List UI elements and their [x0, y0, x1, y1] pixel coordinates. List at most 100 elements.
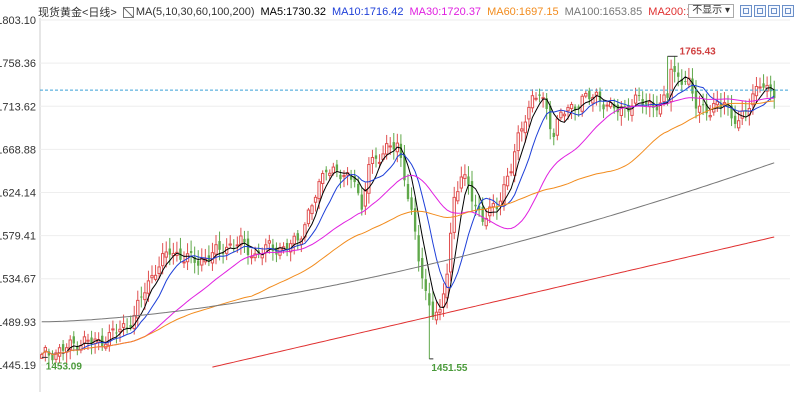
candle-body — [399, 143, 403, 158]
candle-body — [502, 184, 506, 204]
candle-body — [538, 94, 541, 96]
candle-body — [633, 94, 638, 104]
candle-body — [146, 280, 151, 294]
candle-body — [153, 274, 158, 280]
candle-body — [182, 261, 186, 264]
legend-ma5: MA5:1730.32 — [260, 6, 326, 18]
candle-body — [456, 191, 460, 202]
candle-body — [715, 101, 720, 106]
candle-body — [733, 115, 737, 124]
candle-body — [403, 154, 406, 181]
candle-body — [132, 314, 136, 330]
y-tick-label: 1489.93 — [0, 317, 36, 329]
hide-indicators-select[interactable]: 不显示 ▾ — [688, 4, 734, 18]
candle-body — [410, 197, 413, 210]
candle-body — [328, 172, 332, 176]
candle-body — [545, 98, 548, 109]
candle-body — [121, 323, 126, 328]
legend-ma30: MA30:1720.37 — [409, 6, 482, 18]
candle-body — [701, 104, 705, 106]
candle-body — [306, 209, 311, 225]
zoom-out-icon[interactable] — [754, 5, 766, 17]
candle-body — [431, 301, 435, 317]
low-label: 1451.55 — [431, 363, 468, 374]
candle-body — [594, 91, 599, 96]
candle-body — [61, 344, 65, 351]
ma-line-ma10 — [41, 84, 775, 356]
candle-body — [129, 325, 132, 329]
candle-body — [221, 253, 225, 255]
ma-periods[interactable]: MA(5,10,30,60,100,200) — [135, 6, 255, 18]
candle-body — [160, 253, 165, 267]
y-tick-label: 1445.19 — [0, 360, 36, 372]
legend-ma10: MA10:1716.42 — [331, 6, 404, 18]
candle-body — [555, 118, 560, 136]
candle-body — [441, 293, 446, 308]
candle-body — [559, 111, 563, 119]
candle-body — [467, 176, 470, 185]
candle-body — [118, 328, 122, 333]
candle-body — [406, 183, 410, 200]
candle-body — [477, 205, 481, 210]
candle-body — [111, 328, 115, 331]
ma-settings-icon[interactable] — [122, 6, 134, 18]
candle-body — [509, 171, 513, 174]
candle-body — [602, 104, 605, 110]
chart-title: 现货黄金<日线> — [38, 7, 117, 19]
candle-body — [140, 296, 143, 298]
ma-line-ma100 — [41, 162, 775, 323]
annotations: 1765.43 1451.55 1453.09 — [40, 46, 790, 374]
candle-body — [523, 121, 528, 134]
candle-body — [762, 83, 765, 88]
candle-body — [691, 78, 694, 94]
candle-body — [645, 101, 648, 105]
candle-body — [342, 174, 346, 178]
candle-body — [267, 240, 272, 244]
candle-body — [652, 102, 655, 108]
start-low-label: 1453.09 — [46, 361, 83, 372]
legend-ma60: MA60:1697.15 — [487, 6, 559, 18]
candle-body — [580, 95, 584, 112]
candle-body — [530, 95, 535, 109]
fullscreen-icon[interactable] — [782, 5, 794, 17]
candle-body — [534, 97, 538, 100]
candle-body — [86, 339, 90, 342]
candle-body — [627, 104, 630, 112]
candle-body — [115, 332, 118, 334]
candle-body — [577, 106, 580, 109]
candle-body — [680, 79, 683, 85]
candle-body — [605, 104, 609, 107]
candle-body — [313, 196, 318, 203]
hide-label: 不显示 — [692, 5, 723, 16]
candle-body — [360, 194, 363, 210]
candle-body — [773, 89, 776, 99]
candle-body — [76, 346, 79, 351]
candle-body — [363, 189, 368, 207]
candle-body — [588, 90, 591, 100]
candle-body — [421, 258, 424, 279]
legend-ma100: MA100:1653.85 — [564, 6, 643, 18]
candle-body — [722, 102, 727, 105]
candle-body — [271, 244, 275, 251]
candle-body — [228, 243, 232, 246]
candle-body — [68, 339, 72, 350]
y-axis: 1803.10 1758.36 1713.62 1668.88 1624.14 1579.… — [0, 15, 36, 372]
candle-body — [726, 105, 730, 107]
candle-body — [549, 105, 552, 130]
candle-body — [512, 151, 517, 176]
grid — [39, 18, 790, 392]
candle-body — [325, 169, 328, 173]
candle-body — [150, 275, 154, 279]
candle-body — [434, 311, 439, 321]
candle-body — [214, 244, 218, 255]
candle-body — [566, 107, 570, 112]
candle-body — [740, 110, 744, 119]
y-tick-label: 1758.36 — [0, 58, 36, 70]
ma-lines — [41, 76, 775, 368]
zoom-in-icon[interactable] — [740, 5, 752, 17]
y-tick-label: 1713.62 — [0, 101, 36, 113]
expand-icon[interactable] — [768, 5, 780, 17]
candle-body — [54, 352, 58, 360]
candle-body — [708, 115, 712, 118]
